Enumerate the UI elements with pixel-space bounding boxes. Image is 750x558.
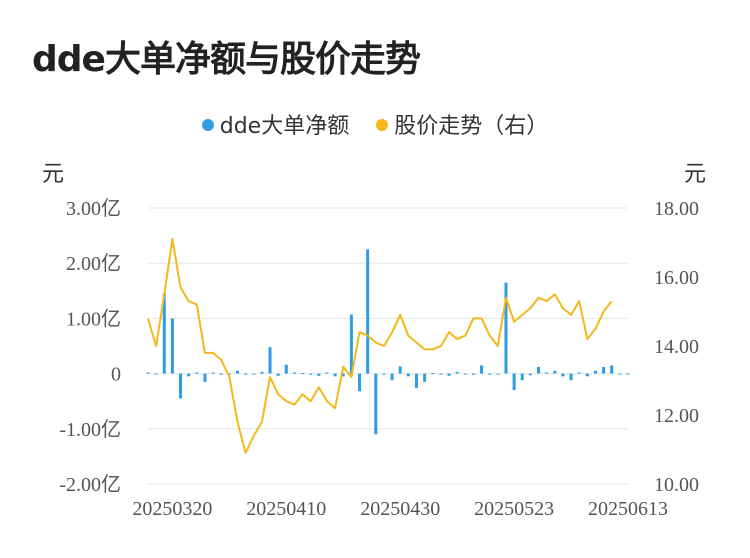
bar-mark xyxy=(252,373,256,375)
left-axis-ticks: 3.00亿 2.00亿 1.00亿 0 -1.00亿 -2.00亿 xyxy=(59,197,121,496)
right-tick-label: 14.00 xyxy=(654,336,699,358)
bar-mark xyxy=(577,372,581,374)
grid-lines xyxy=(148,207,628,485)
bar-mark xyxy=(366,249,370,374)
legend-label-dde: dde大单净额 xyxy=(219,114,350,139)
right-axis-ticks: 18.00 16.00 14.00 12.00 10.00 xyxy=(654,198,699,496)
legend-label-price: 股价走势（右） xyxy=(394,114,549,139)
bar-mark xyxy=(520,373,524,381)
legend-dot-dde-icon xyxy=(201,119,214,131)
bar-mark xyxy=(610,365,614,374)
bar-mark xyxy=(585,373,589,377)
bar-mark xyxy=(561,373,565,377)
left-tick-label: 1.00亿 xyxy=(66,307,121,330)
bar-mark xyxy=(406,373,410,377)
bar-mark xyxy=(187,373,191,377)
right-tick-label: 18.00 xyxy=(654,198,699,220)
legend-dot-price-icon xyxy=(376,119,389,131)
left-axis-unit: 元 xyxy=(42,162,65,187)
bar-mark xyxy=(626,373,630,375)
bar-mark xyxy=(439,373,443,375)
bar-mark xyxy=(618,373,622,375)
bar-mark xyxy=(358,373,362,392)
bar-mark xyxy=(593,370,597,374)
right-tick-label: 10.00 xyxy=(654,474,699,496)
price-line xyxy=(147,238,613,454)
x-tick-label: 20250613 xyxy=(588,498,668,520)
bar-mark xyxy=(292,372,296,374)
bar-mark xyxy=(317,373,321,376)
bar-mark xyxy=(284,364,288,374)
bar-mark xyxy=(341,373,345,377)
x-tick-label: 20250523 xyxy=(474,498,554,520)
bar-mark xyxy=(447,373,451,376)
legend: dde大单净额 股价走势（右） xyxy=(0,108,750,140)
line-series xyxy=(147,238,613,454)
bar-mark xyxy=(333,373,337,377)
left-tick-label: -1.00亿 xyxy=(59,418,121,441)
left-tick-label: 2.00亿 xyxy=(66,252,121,275)
bar-mark xyxy=(390,373,394,381)
bar-mark xyxy=(203,373,207,382)
bar-mark xyxy=(537,366,541,374)
bar-mark xyxy=(455,371,459,374)
bar-mark xyxy=(195,372,199,374)
bar-mark xyxy=(309,373,313,375)
bar-series xyxy=(146,249,630,435)
x-axis-ticks: 20250320 20250410 20250430 20250523 20250613 xyxy=(132,498,668,520)
x-tick-label: 20250410 xyxy=(246,498,326,520)
x-tick-label: 20250320 xyxy=(132,498,212,520)
left-tick-label: 0 xyxy=(111,364,121,386)
bar-mark xyxy=(423,373,427,382)
bar-mark xyxy=(512,373,516,391)
bar-mark xyxy=(301,373,305,375)
bar-mark xyxy=(602,366,606,374)
bar-mark xyxy=(244,373,248,375)
bar-mark xyxy=(268,347,272,374)
bar-mark xyxy=(162,293,166,374)
bar-mark xyxy=(553,370,557,374)
bar-mark xyxy=(325,372,329,374)
bar-mark xyxy=(146,372,150,374)
bar-mark xyxy=(480,365,484,374)
bar-mark xyxy=(496,373,500,375)
right-tick-label: 16.00 xyxy=(654,267,699,289)
bar-mark xyxy=(227,373,231,375)
bar-mark xyxy=(276,373,280,376)
bar-mark xyxy=(504,282,508,374)
legend-item-price[interactable]: 股价走势（右） xyxy=(376,108,548,140)
bar-mark xyxy=(179,373,183,399)
bar-mark xyxy=(488,373,492,375)
left-tick-label: 3.00亿 xyxy=(66,197,121,220)
chart-title: dde大单净额与股价走势 xyxy=(32,39,421,80)
bar-mark xyxy=(211,372,215,374)
bar-mark xyxy=(349,314,353,374)
bar-mark xyxy=(260,371,264,374)
bar-mark xyxy=(154,373,158,375)
right-tick-label: 12.00 xyxy=(654,405,699,427)
bar-mark xyxy=(235,370,239,374)
bar-mark xyxy=(431,373,435,375)
left-tick-label: -2.00亿 xyxy=(59,473,121,496)
bar-mark xyxy=(463,373,467,375)
bar-mark xyxy=(398,366,402,374)
bar-mark xyxy=(569,373,573,381)
x-tick-label: 20250430 xyxy=(360,498,440,520)
bar-mark xyxy=(471,373,475,375)
right-axis-unit: 元 xyxy=(684,162,707,187)
bar-mark xyxy=(219,373,223,375)
bar-mark xyxy=(170,318,174,374)
legend-item-dde[interactable]: dde大单净额 xyxy=(201,108,350,140)
bar-mark xyxy=(382,373,386,375)
bar-mark xyxy=(414,373,418,388)
bar-mark xyxy=(528,373,532,376)
bar-mark xyxy=(374,373,378,435)
bar-mark xyxy=(545,372,549,374)
